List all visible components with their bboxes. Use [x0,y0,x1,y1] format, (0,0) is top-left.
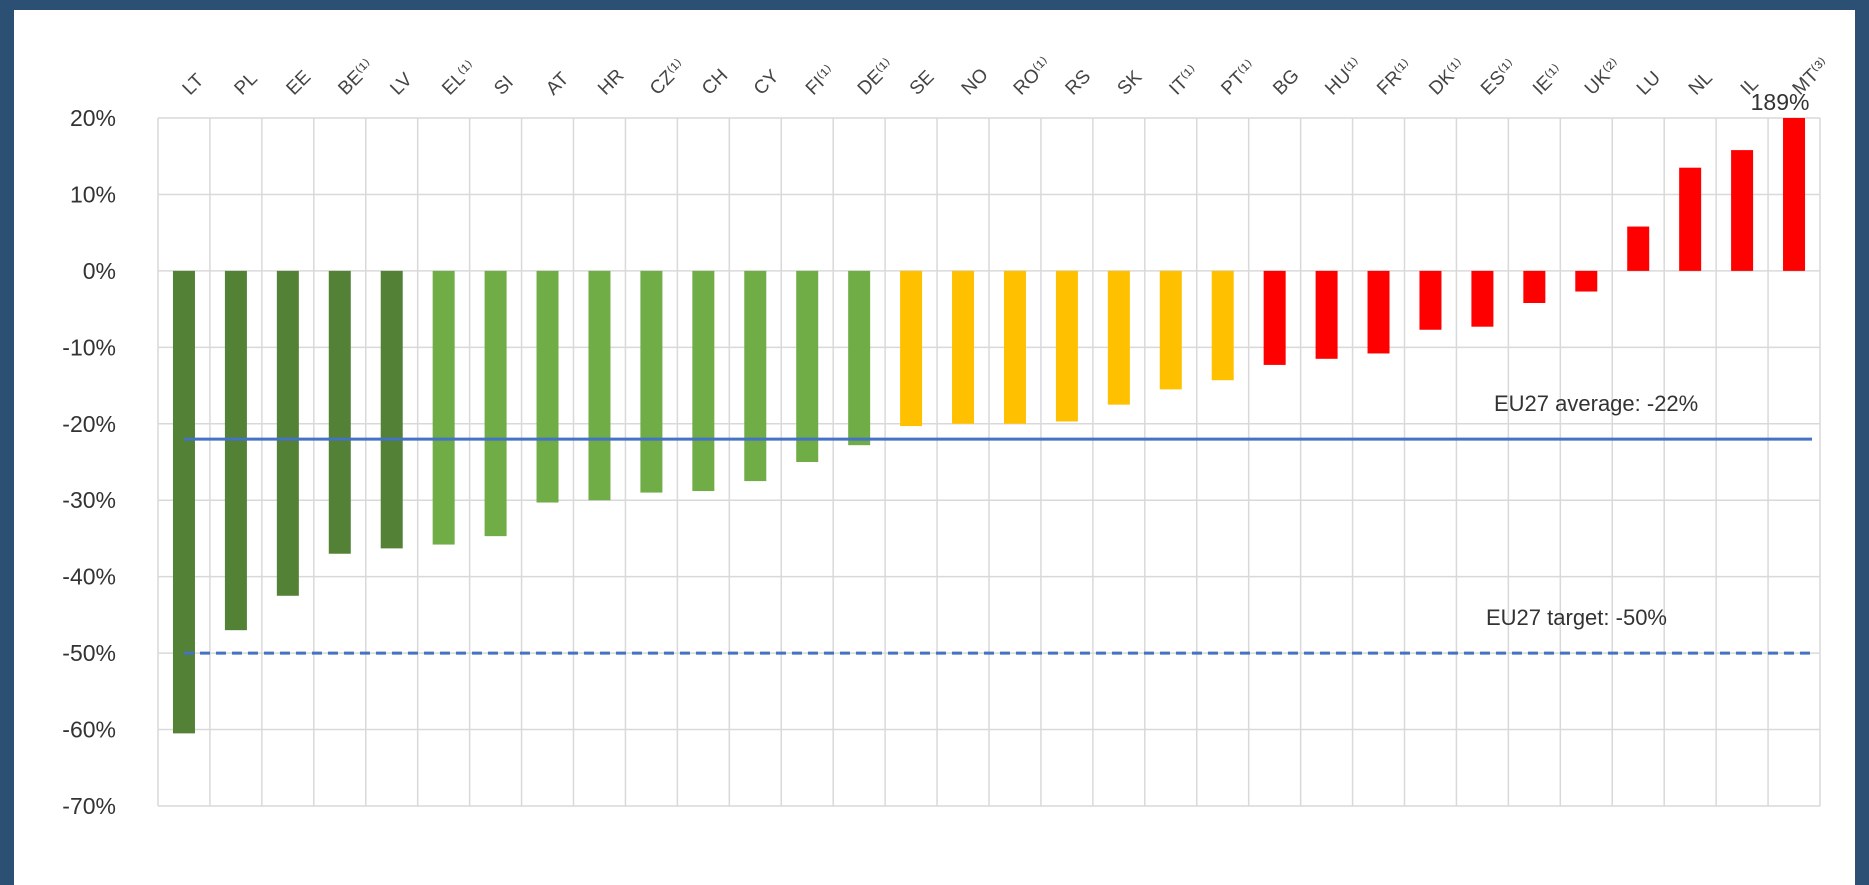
y-tick-label: -10% [62,334,116,360]
bar [1003,270,1026,424]
bar [1159,270,1182,390]
bar [796,270,819,462]
x-category-label: LV [386,69,417,100]
eu27-target-label: EU27 target: -50% [1486,605,1667,630]
bar-chart: 20% 10% 0% -10% -20% -30% -40% -50% -60% -70% LT P… [62,53,1834,819]
y-tick-label: -30% [62,487,116,513]
x-category-label: HU⁽¹⁾ [1321,54,1366,99]
bar [692,270,715,492]
x-category-label: RO⁽¹⁾ [1010,53,1056,99]
bar [1055,270,1078,422]
bar [380,270,403,549]
y-tick-label: -20% [62,411,116,437]
bar [744,270,767,482]
bar [1523,270,1546,303]
x-category-label: ES⁽¹⁾ [1477,56,1521,100]
bar [588,270,611,501]
x-category-label: LT [179,70,209,100]
y-axis: 20% 10% 0% -10% -20% -30% -40% -50% -60% -70% [62,105,116,819]
x-category-label: IE⁽¹⁾ [1529,61,1568,100]
x-category-label: BG [1269,65,1303,99]
bar [1367,270,1390,354]
y-tick-label: 20% [70,105,116,131]
data-labels: 189% [1751,89,1810,115]
bar [1679,167,1702,271]
bar [1315,270,1338,359]
x-category-label: DK⁽¹⁾ [1425,55,1470,100]
x-category-label: RS [1062,66,1096,100]
x-category-label: AT [542,68,573,99]
bar [172,270,195,734]
bar [536,270,559,503]
x-category-label: DE⁽¹⁾ [854,55,899,100]
bar [328,270,351,554]
bar [1783,118,1806,271]
x-category-label: CH [698,65,732,99]
bar [1575,270,1598,292]
data-label: 189% [1751,89,1810,115]
reference-lines: EU27 average: -22% EU27 target: -50% [183,391,1812,655]
bar [952,270,975,424]
bar [224,270,247,631]
x-category-label: CZ⁽¹⁾ [646,56,690,100]
x-category-label: BE⁽¹⁾ [334,56,378,100]
x-category-label: SI [490,72,518,100]
x-category-label: UK⁽²⁾ [1581,55,1626,100]
bar [1471,270,1494,327]
y-tick-label: -40% [62,564,116,590]
bars [172,118,1806,734]
x-category-label: SE [906,67,939,100]
x-category-label: NO [958,65,993,100]
x-category-label: NL [1685,68,1717,100]
x-category-label: EE [283,67,316,100]
x-category-label: PL [231,68,262,99]
bar [848,270,871,446]
x-category-label: FI⁽¹⁾ [802,62,840,100]
bar [484,270,507,537]
y-tick-label: 0% [83,258,116,284]
y-tick-label: -60% [62,717,116,743]
bar [1731,150,1754,271]
bar [432,270,455,545]
eu27-average-label: EU27 average: -22% [1494,391,1698,416]
chart-frame: 20% 10% 0% -10% -20% -30% -40% -50% -60% -70% LT P… [14,10,1855,885]
x-category-label: HR [594,65,628,99]
y-tick-label: -50% [62,640,116,666]
bar [1211,270,1234,381]
bar [900,270,923,427]
x-category-label: LU [1633,68,1665,100]
y-tick-label: 10% [70,181,116,207]
x-category-label: IT⁽¹⁾ [1165,62,1203,100]
x-category-label: FR⁽¹⁾ [1373,56,1417,100]
bar [276,270,299,596]
bar [640,270,663,493]
bar [1263,270,1286,365]
y-tick-label: -70% [62,793,116,819]
x-category-label: CY [750,66,784,100]
bar [1107,270,1130,405]
bar [1419,270,1442,330]
gridlines [157,117,1821,807]
x-axis-labels: LT PL EE BE⁽¹⁾ LV EL⁽¹⁾ SI AT HR CZ⁽¹⁾ CH CY FI⁽¹⁾ DE… [179,53,1834,99]
x-category-label: PT⁽¹⁾ [1217,56,1260,99]
bar [1627,226,1650,271]
x-category-label: SK [1114,67,1147,100]
x-category-label: EL⁽¹⁾ [438,57,480,99]
